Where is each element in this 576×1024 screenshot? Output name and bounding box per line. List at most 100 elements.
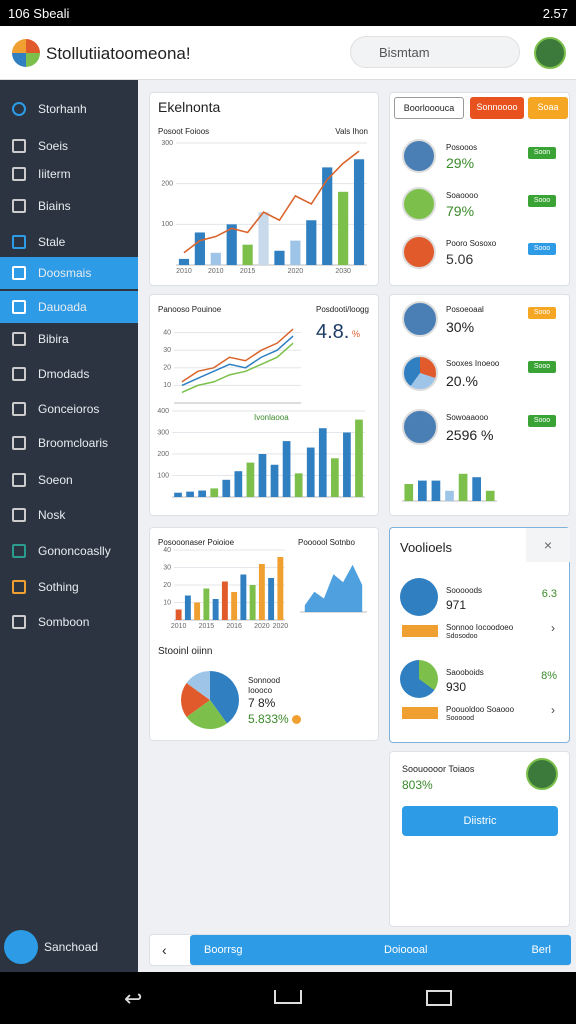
avatar (402, 139, 436, 173)
nav-item[interactable]: Dauoada (0, 291, 138, 323)
nav-label: Storhanh (38, 102, 87, 116)
nav-item[interactable]: Nosk (0, 499, 138, 531)
bar (322, 167, 333, 265)
nav-item[interactable]: Doosmais (0, 257, 138, 289)
bar (258, 212, 269, 265)
nav-label: Bibira (38, 332, 69, 346)
pie-slice (186, 671, 210, 700)
carrier: 106 Sbeali (8, 6, 70, 21)
card: Posoeoaal 30% Sooo Sooxes Inoeoo 20.% Sooo Sow… (389, 294, 570, 516)
nav-icon (12, 473, 26, 487)
bar (210, 488, 219, 497)
y-tick-label: 20 (163, 365, 171, 372)
x-tick-label: 2016 (226, 623, 242, 630)
tab[interactable]: Sonnoooo (470, 97, 524, 119)
bar (246, 462, 255, 497)
button[interactable]: Diistric (402, 806, 558, 836)
back-icon[interactable]: ↩ (124, 986, 143, 1011)
extra: 8% (541, 670, 557, 682)
action-bar: Boorrsg Doioooal Berl (190, 935, 571, 965)
icon[interactable] (400, 660, 438, 698)
nav-item[interactable]: Broomcloaris (0, 427, 138, 459)
nav-label: Soeon (38, 473, 73, 487)
nav-item[interactable]: Iiiterm (0, 158, 138, 190)
avatar[interactable] (534, 37, 566, 69)
nav-item[interactable]: Sothing (0, 571, 138, 603)
nav-item[interactable]: Stale (0, 226, 138, 258)
bar (234, 471, 243, 497)
chart-title: Ivonlaooa (254, 413, 289, 422)
nav-label: Dmodads (38, 367, 90, 381)
bar (198, 490, 207, 497)
back-button[interactable]: ‹ (162, 942, 167, 958)
logo (12, 39, 40, 67)
nav-item[interactable]: Soeis (0, 130, 138, 162)
bar (210, 252, 221, 265)
nav-item[interactable]: Biains (0, 190, 138, 222)
nav-label: Sothing (38, 580, 79, 594)
pie-slice (181, 682, 210, 718)
search-box[interactable]: Bismtam (350, 36, 520, 68)
nav-item[interactable]: Bibira (0, 323, 138, 355)
nav-label: Soeis (38, 139, 69, 153)
status-bar: 106 Sbeali 2.57 (0, 0, 576, 26)
bottom-bar: ‹ Boorrsg Doioooal Berl (149, 934, 571, 966)
icon[interactable] (402, 707, 438, 719)
chevron[interactable]: › (551, 621, 555, 635)
close-button[interactable]: × (526, 528, 570, 562)
unit: % (352, 329, 361, 339)
nav-icon (12, 544, 26, 558)
y-tick-label: 30 (163, 347, 171, 354)
nav-icon (12, 266, 26, 280)
badge: Sooo (528, 243, 556, 255)
badge: Sooo (528, 307, 556, 319)
value: 79% (446, 203, 475, 219)
bar (277, 557, 284, 620)
icon[interactable] (400, 578, 438, 616)
bar (270, 464, 279, 497)
nav-item[interactable]: Somboon (0, 606, 138, 638)
card: Posooonaser Poioioe 10 20 30 40 2010 2015 2016… (149, 527, 379, 741)
x-tick-label: 2010 (176, 268, 192, 275)
nav-item[interactable]: Gononcoaslly (0, 535, 138, 567)
x-tick-label: 2015 (199, 623, 215, 630)
nav-footer[interactable] (4, 930, 38, 964)
action[interactable]: Berl (531, 944, 551, 956)
avatar (402, 409, 438, 445)
value: 30% (446, 319, 475, 335)
y-tick-label: 200 (157, 451, 169, 458)
bar (404, 484, 414, 501)
tab[interactable]: Boorlooouca (394, 97, 464, 119)
name: Saooboids (446, 668, 484, 677)
icon[interactable] (402, 625, 438, 637)
nav-item[interactable]: Gonceioros (0, 393, 138, 425)
y-tick-label: 200 (161, 181, 173, 188)
area (304, 564, 363, 612)
bar (306, 220, 317, 265)
nav-icon (12, 102, 26, 116)
recent-icon[interactable] (426, 990, 452, 1006)
action[interactable]: Boorrsg (204, 944, 243, 956)
bar (355, 419, 363, 497)
bar (431, 480, 441, 501)
nav-icon (12, 508, 26, 522)
footer-label: Sanchoad (44, 940, 99, 954)
nav-item[interactable]: Storhanh (0, 93, 138, 125)
chart: 100 200 300 400 (157, 408, 365, 498)
home-icon[interactable] (274, 990, 302, 1004)
bar (318, 428, 327, 497)
bar (338, 191, 349, 265)
nav-item[interactable]: Soeon (0, 464, 138, 496)
y-tick-label: 40 (163, 329, 171, 336)
tab[interactable]: Soaa (528, 97, 568, 119)
chevron[interactable]: › (551, 703, 555, 717)
pie-slice (210, 671, 239, 724)
label: Posdooti/loogg (316, 305, 369, 314)
nav-item[interactable]: Dmodads (0, 358, 138, 390)
action[interactable]: Doioooal (384, 944, 428, 956)
value: 20.% (446, 373, 478, 389)
name: Sowoaaooo (446, 413, 489, 422)
y-tick-label: 10 (163, 382, 171, 389)
nav-icon (12, 367, 26, 381)
